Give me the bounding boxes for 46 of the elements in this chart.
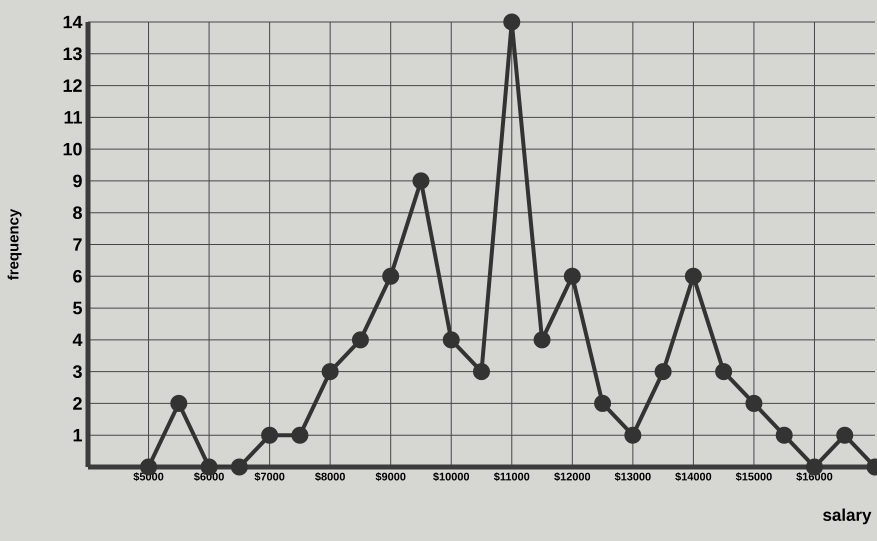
x-tick-label: $14000	[675, 472, 712, 482]
point	[412, 172, 430, 190]
point	[836, 426, 854, 444]
y-tick-label: 2	[73, 397, 82, 410]
y-tick-label: 14	[64, 16, 82, 28]
point	[684, 268, 702, 285]
y-tick-label: 11	[64, 111, 82, 124]
point	[594, 394, 612, 412]
y-tick-label: 1	[74, 429, 82, 442]
point	[230, 458, 248, 476]
x-tick-label: $13000	[614, 472, 651, 482]
x-axis-title: salary	[823, 508, 872, 524]
point	[503, 13, 520, 30]
y-tick-label: 8	[73, 206, 82, 220]
point	[442, 331, 460, 348]
y-tick-label: 10	[64, 142, 82, 156]
point	[745, 394, 762, 412]
x-tick-label: $8000	[315, 472, 345, 482]
y-tick-label: 12	[64, 79, 82, 92]
point	[654, 363, 672, 380]
point	[534, 331, 551, 348]
y-tick-label: 13	[64, 47, 82, 60]
x-tick-label: $9000	[376, 472, 406, 482]
point	[715, 363, 732, 380]
y-axis-title: frequency	[8, 208, 22, 280]
point	[261, 426, 278, 444]
x-tick-label: $12000	[554, 472, 590, 482]
x-tick-label: $10000	[433, 472, 470, 482]
point	[322, 363, 339, 380]
x-tick-label: $11000	[494, 472, 530, 482]
point	[564, 268, 581, 285]
y-tick-label: 7	[73, 238, 82, 251]
point	[382, 268, 400, 285]
point	[170, 394, 188, 412]
y-tick-label: 4	[72, 334, 82, 346]
x-tick-label: $7000	[254, 472, 284, 482]
point	[352, 331, 369, 348]
point	[291, 426, 308, 444]
y-tick-label: 9	[73, 174, 82, 188]
point	[473, 363, 490, 380]
y-tick-label: 3	[72, 365, 82, 378]
y-tick-label: 5	[73, 302, 82, 314]
point	[624, 426, 642, 444]
x-tick-label: $15000	[736, 472, 772, 482]
y-tick-label: 6	[73, 270, 82, 283]
point	[776, 426, 793, 444]
